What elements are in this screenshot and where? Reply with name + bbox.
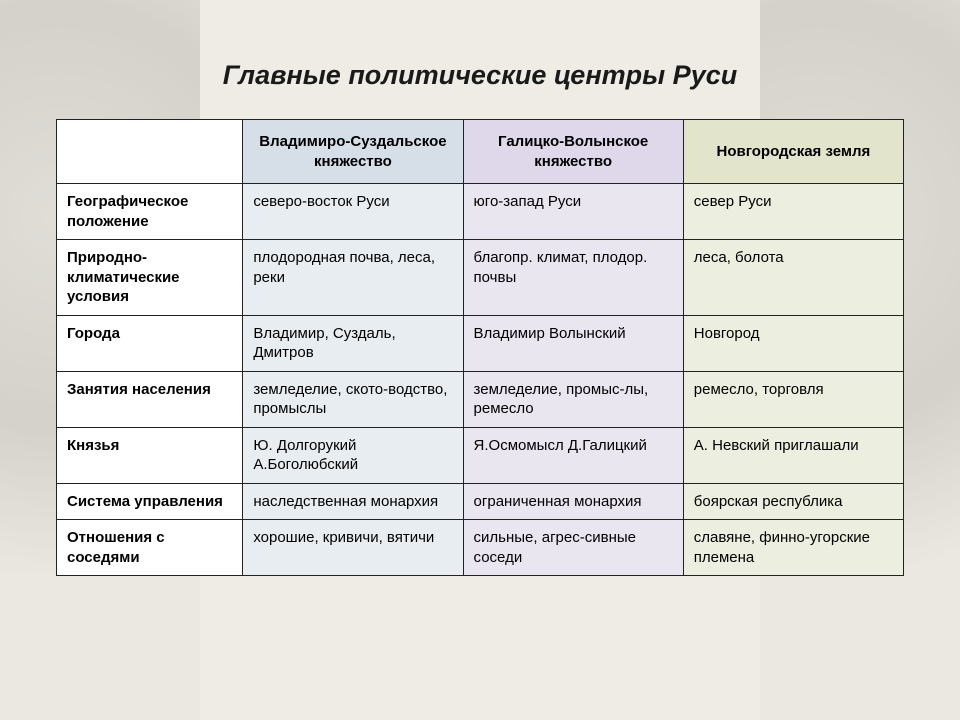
table-row: Географическое положение северо-восток Р… (57, 184, 904, 240)
cell: хорошие, кривичи, вятичи (243, 520, 463, 576)
content-wrap: Главные политические центры Руси Владими… (56, 60, 904, 576)
cell: благопр. климат, плодор. почвы (463, 240, 683, 316)
cell: северо-восток Руси (243, 184, 463, 240)
col-header-2: Галицко-Волынское княжество (463, 120, 683, 184)
row-label: Природно-климатические условия (57, 240, 243, 316)
table-row: Занятия населения земледелие, ското-водс… (57, 371, 904, 427)
cell: Владимир, Суздаль, Дмитров (243, 315, 463, 371)
table-header-row: Владимиро-Суздальское княжество Галицко-… (57, 120, 904, 184)
table-row: Отношения с соседями хорошие, кривичи, в… (57, 520, 904, 576)
cell: ремесло, торговля (683, 371, 903, 427)
cell: юго-запад Руси (463, 184, 683, 240)
row-label: Система управления (57, 483, 243, 520)
cell: север Руси (683, 184, 903, 240)
row-label: Занятия населения (57, 371, 243, 427)
table-row: Города Владимир, Суздаль, Дмитров Владим… (57, 315, 904, 371)
table-row: Природно-климатические условия плодородн… (57, 240, 904, 316)
col-header-0 (57, 120, 243, 184)
cell: наследственная монархия (243, 483, 463, 520)
cell: Я.Осмомысл Д.Галицкий (463, 427, 683, 483)
comparison-table: Владимиро-Суздальское княжество Галицко-… (56, 119, 904, 576)
cell: боярская республика (683, 483, 903, 520)
cell: леса, болота (683, 240, 903, 316)
cell: сильные, агрес-сивные соседи (463, 520, 683, 576)
cell: ограниченная монархия (463, 483, 683, 520)
table-row: Князья Ю. Долгорукий А.Боголюбский Я.Осм… (57, 427, 904, 483)
cell: Владимир Волынский (463, 315, 683, 371)
cell: земледелие, промыс-лы, ремесло (463, 371, 683, 427)
row-label: Князья (57, 427, 243, 483)
cell: плодородная почва, леса, реки (243, 240, 463, 316)
cell: А. Невский приглашали (683, 427, 903, 483)
row-label: Географическое положение (57, 184, 243, 240)
page-title: Главные политические центры Руси (56, 60, 904, 91)
table-body: Географическое положение северо-восток Р… (57, 184, 904, 576)
cell: Ю. Долгорукий А.Боголюбский (243, 427, 463, 483)
cell: земледелие, ското-водство, промыслы (243, 371, 463, 427)
col-header-3: Новгородская земля (683, 120, 903, 184)
table-row: Система управления наследственная монарх… (57, 483, 904, 520)
row-label: Города (57, 315, 243, 371)
col-header-1: Владимиро-Суздальское княжество (243, 120, 463, 184)
slide: Главные политические центры Руси Владими… (0, 0, 960, 720)
cell: Новгород (683, 315, 903, 371)
row-label: Отношения с соседями (57, 520, 243, 576)
cell: славяне, финно-угорские племена (683, 520, 903, 576)
